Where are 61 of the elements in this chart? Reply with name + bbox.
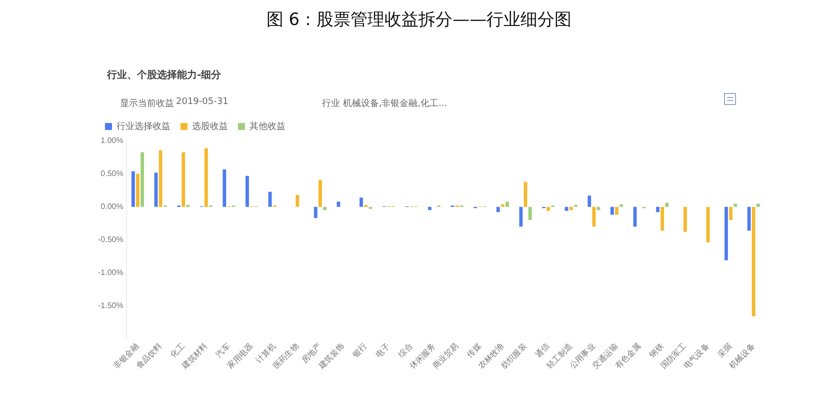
bar [588,196,592,207]
x-tick-label: 钢铁 [646,342,666,360]
bar [158,150,162,207]
bar [546,206,550,211]
bar [756,204,760,207]
x-tick-label: 汽车 [214,342,232,360]
x-tick-label: 银行 [350,342,369,360]
legend-label: 其他收益 [250,120,286,131]
bar [296,195,300,207]
bar [564,206,568,211]
legend-label: 行业选择收益 [116,120,170,131]
bar [182,152,186,207]
bar [268,192,272,207]
bar [506,202,509,207]
bar [752,206,756,316]
x-tick-label: 电子 [374,342,392,360]
bar [620,204,624,207]
bar [360,198,363,207]
y-tick-label: 0.00% [100,202,124,212]
legend-label: 选股收益 [192,120,228,131]
bar [500,204,504,207]
bar [318,180,322,207]
bar [592,206,596,227]
y-tick-label: 0.50% [100,169,124,178]
bar [323,206,326,210]
bar [204,148,208,207]
bar [656,206,660,212]
text: 行业 机械设备,非银金融,化工... [322,98,448,110]
bar [140,152,144,207]
y-tick-label: -1.00% [98,268,124,277]
bar [336,202,340,207]
chart-title: 图 6：股票管理收益拆分——行业细分图 [265,9,573,31]
y-tick-label: 1.00% [100,136,124,146]
bar [660,206,664,231]
bar [136,174,140,207]
bar [665,202,669,207]
text: 2019-05-31 [176,97,228,107]
x-tick-label: 化工 [168,342,186,360]
x-tick-label: 综合 [396,342,414,360]
bar [729,206,732,220]
x-tick-label: 传媒 [465,342,483,360]
bar [615,206,618,215]
bar [724,206,728,260]
bar [610,206,614,215]
y-tick-label: -0.50% [98,234,124,244]
y-tick-label: -1.50% [98,300,124,310]
bar [519,206,523,227]
bar [222,169,226,207]
x-tick-label: 通信 [534,342,552,360]
text: 显示当前收益 [120,98,174,110]
x-tick-label: 采掘 [716,342,734,360]
bar [683,206,687,232]
bar [314,206,318,218]
bar [496,206,500,212]
bar [734,204,738,207]
chart-subtitle: 行业、个股选择能力-细分 [107,68,222,82]
bar [246,176,249,207]
bar [428,206,432,210]
bar [131,171,135,207]
bar [528,206,532,220]
bar [569,206,573,210]
